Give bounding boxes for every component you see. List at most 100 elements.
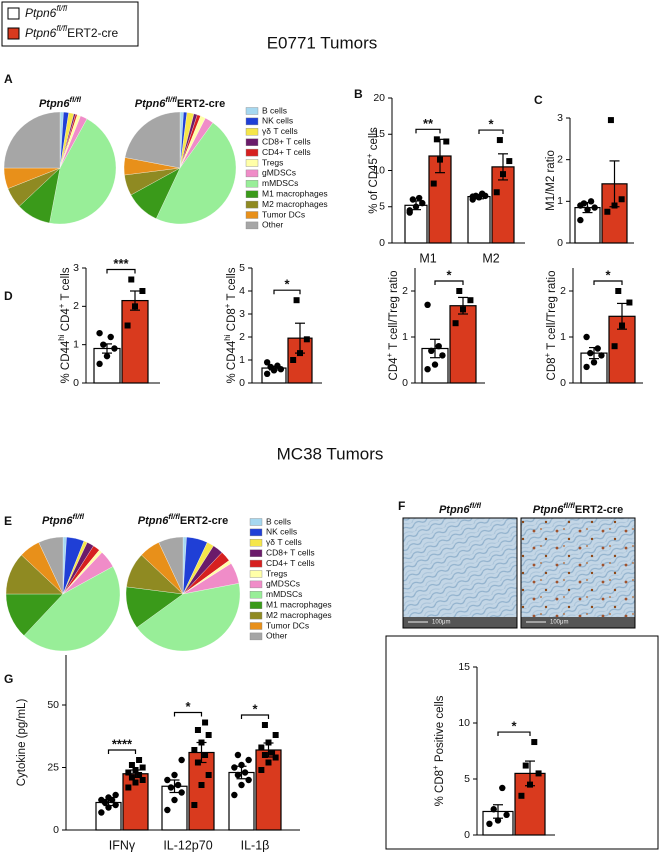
significance-bracket	[240, 714, 270, 719]
data-point	[272, 732, 279, 738]
data-point	[261, 722, 268, 728]
y-tick-label: 3	[73, 262, 79, 274]
y-axis-label-part: +	[431, 765, 440, 770]
pie-title: Ptpn6fl/fl	[39, 95, 82, 110]
data-point	[493, 189, 500, 196]
data-point	[124, 322, 131, 329]
y-tick-label: 0	[560, 377, 566, 389]
pie-slice	[155, 122, 237, 225]
x-tick-label: IFNγ	[109, 838, 136, 852]
data-point	[96, 360, 103, 368]
panel-f-box	[385, 635, 659, 850]
y-axis-label: Cytokine (pg/mL)	[16, 699, 28, 787]
data-point	[234, 771, 242, 779]
pie-slice	[158, 536, 184, 595]
data-point	[503, 811, 510, 819]
pie-legend-swatch	[249, 580, 263, 589]
data-point	[535, 770, 542, 777]
data-point	[265, 759, 272, 766]
data-point	[433, 136, 440, 143]
image-title-part: ERT2-cre	[575, 504, 623, 516]
data-point	[619, 322, 625, 329]
y-tick-label: 2	[402, 285, 408, 297]
data-point	[297, 350, 303, 357]
error-bar	[430, 338, 440, 359]
y-axis-label-part: +	[385, 352, 394, 357]
data-point	[171, 771, 178, 779]
significance-bracket	[434, 280, 464, 285]
data-point	[424, 366, 431, 373]
pie-title-part: Ptpn6	[138, 515, 169, 527]
panel-letter: C	[534, 93, 543, 107]
legend-label-part: Ptpn6	[25, 6, 57, 20]
pie-legend-label: Tregs	[262, 157, 283, 167]
data-point	[261, 752, 268, 758]
data-point	[125, 769, 132, 776]
data-point	[478, 190, 486, 197]
data-point	[128, 762, 135, 768]
pie-slice	[3, 111, 61, 169]
significance-label: *	[605, 267, 611, 282]
significance-label: *	[488, 116, 494, 131]
y-tick-label: 10	[458, 717, 470, 729]
y-tick-label: 10	[373, 164, 385, 176]
y-tick-label: 2	[73, 300, 79, 312]
pie-title-part: fl/fl	[73, 512, 85, 521]
pie-legend-swatch	[245, 117, 259, 126]
data-point	[598, 352, 605, 359]
y-tick-label: 0	[464, 829, 470, 841]
data-point	[428, 347, 435, 354]
data-point	[584, 206, 591, 213]
significance-label: *	[185, 699, 191, 714]
significance-bracket	[478, 129, 504, 135]
data-point	[105, 804, 112, 811]
data-point	[231, 791, 238, 799]
pie-slice	[49, 118, 117, 225]
pie-title: Ptpn6fl/fl	[42, 512, 85, 527]
y-axis-label-part: CD4	[388, 357, 400, 381]
data-point	[194, 759, 201, 766]
data-point	[439, 352, 446, 359]
data-point	[125, 784, 132, 791]
y-tick-label: 15	[373, 128, 385, 140]
y-axis-label-part: +	[57, 303, 66, 308]
data-point	[607, 117, 614, 124]
y-tick-label: 5	[379, 201, 385, 213]
pie-legend-label: CD8+ T cells	[262, 136, 311, 146]
pie-slice	[23, 566, 121, 652]
pie-legend-swatch	[249, 539, 263, 547]
pie-legend-swatch	[245, 128, 259, 136]
pie-legend-label: gMDSCs	[266, 579, 300, 589]
legend-label-part: Ptpn6	[25, 26, 57, 40]
image-title-part: fl/fl	[563, 501, 575, 510]
y-tick-label: 2	[557, 153, 563, 165]
significance-bracket	[106, 268, 136, 274]
pie-title-part: Ptpn6	[39, 98, 70, 110]
data-point	[107, 333, 114, 341]
pie-legend-label: M1 macrophages	[262, 188, 328, 198]
y-tick-label: 3	[557, 112, 563, 124]
pie-legend-swatch	[245, 138, 259, 146]
pie-legend-label: γδ T cells	[262, 126, 298, 136]
data-point	[435, 343, 442, 350]
data-point	[245, 756, 252, 764]
data-point	[496, 137, 503, 144]
data-point	[132, 303, 138, 310]
pie-title-part: ERT2-cre	[177, 98, 225, 110]
y-tick-label: 3	[239, 308, 245, 320]
y-axis-label-part: T cell/Treg ratio	[546, 271, 558, 353]
data-point	[290, 357, 297, 363]
pie-legend-swatch	[249, 622, 263, 630]
pie-legend-swatch	[249, 528, 263, 537]
y-axis-label-part: % CD44	[226, 340, 238, 383]
scale-band	[403, 617, 517, 628]
pie-legend-swatch	[249, 611, 263, 620]
pie-legend-label: M1 macrophages	[266, 599, 332, 609]
y-tick-label: 25	[47, 761, 59, 773]
data-point	[618, 196, 625, 203]
y-tick-label: 1	[560, 331, 566, 343]
data-point	[265, 739, 272, 746]
pie-legend-swatch	[249, 570, 263, 578]
pie-legend-label: M2 macrophages	[266, 610, 332, 620]
